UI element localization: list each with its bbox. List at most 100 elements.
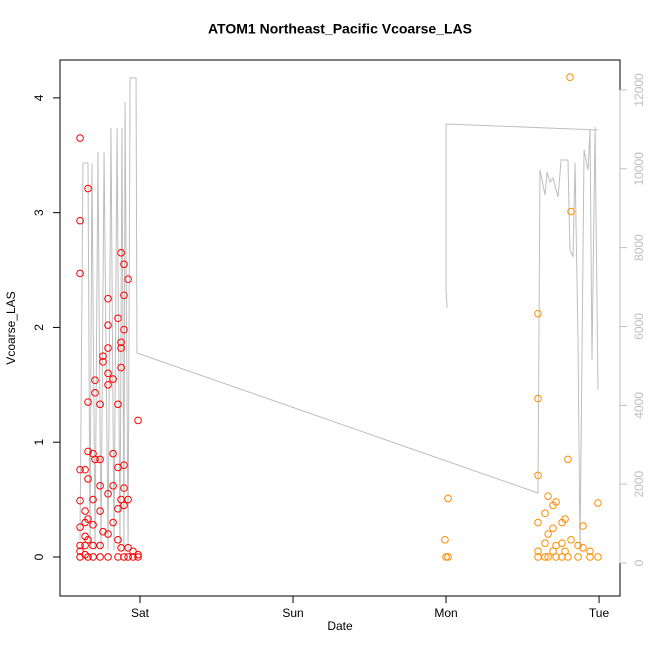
- point: [109, 482, 117, 490]
- point: [120, 484, 128, 492]
- x-tick-label: Sun: [282, 606, 303, 620]
- point: [134, 550, 142, 559]
- point: [76, 523, 84, 531]
- point: [579, 522, 587, 530]
- y-tick-label: 0: [32, 553, 46, 560]
- point: [104, 381, 112, 389]
- point: [552, 553, 560, 561]
- point: [124, 495, 132, 504]
- point: [129, 553, 137, 561]
- point: [84, 553, 92, 561]
- point: [441, 535, 449, 544]
- point: [104, 553, 112, 561]
- point: [561, 515, 569, 523]
- point: [84, 535, 92, 544]
- point: [534, 394, 542, 403]
- point: [534, 518, 542, 527]
- point: [567, 535, 575, 544]
- y-tick-label: 3: [32, 209, 46, 216]
- point: [76, 216, 84, 225]
- point: [114, 535, 122, 544]
- point: [104, 490, 112, 498]
- point: [114, 553, 122, 561]
- point: [96, 553, 104, 561]
- point: [89, 521, 97, 529]
- point: [89, 495, 97, 504]
- plot-frame: [59, 59, 621, 597]
- point: [566, 73, 574, 82]
- point: [104, 294, 112, 303]
- point: [89, 553, 97, 561]
- point: [114, 400, 122, 409]
- y-tick-label: 1: [32, 439, 46, 446]
- point: [120, 553, 128, 561]
- x-tick-label: Tue: [589, 606, 610, 620]
- point: [120, 501, 128, 510]
- point: [96, 541, 104, 550]
- point: [96, 507, 104, 515]
- point: [134, 416, 142, 425]
- point: [104, 369, 112, 378]
- point: [104, 530, 112, 538]
- point: [120, 325, 128, 334]
- y2-tick-label: 6000: [632, 313, 646, 340]
- point: [76, 269, 84, 278]
- point: [109, 518, 117, 527]
- point: [76, 134, 84, 142]
- point: [76, 553, 84, 561]
- point: [76, 547, 84, 556]
- point: [114, 504, 122, 513]
- point: [564, 455, 572, 464]
- point: [134, 553, 142, 561]
- point: [99, 358, 107, 366]
- y-tick-label: 2: [32, 324, 46, 331]
- point: [84, 184, 92, 193]
- point: [558, 539, 566, 548]
- point: [552, 498, 560, 506]
- point: [76, 541, 84, 550]
- point: [564, 553, 572, 561]
- point: [544, 553, 552, 561]
- point: [96, 400, 104, 409]
- point: [549, 524, 557, 533]
- point: [104, 344, 112, 352]
- point: [91, 389, 99, 397]
- point: [99, 352, 107, 360]
- point: [120, 461, 128, 469]
- point: [99, 527, 107, 536]
- point: [541, 539, 549, 548]
- point: [574, 553, 582, 561]
- point: [124, 553, 132, 561]
- point: [574, 541, 582, 550]
- point: [81, 507, 89, 515]
- point: [594, 553, 602, 561]
- y-axis-label: Vcoarse_LAS: [4, 291, 18, 364]
- x-tick-label: Sat: [131, 606, 150, 620]
- point: [117, 543, 125, 552]
- point: [84, 475, 92, 483]
- point: [96, 482, 104, 490]
- y2-tick-label: 12000: [632, 73, 646, 107]
- point: [117, 363, 125, 372]
- point: [109, 375, 117, 383]
- point: [124, 275, 132, 284]
- point: [114, 314, 122, 323]
- point: [586, 547, 594, 556]
- point: [76, 496, 84, 505]
- point: [104, 321, 112, 329]
- point: [558, 553, 566, 561]
- y-tick-label: 4: [32, 94, 46, 101]
- y2-tick-label: 2000: [632, 470, 646, 497]
- point: [544, 492, 552, 500]
- y2-tick-label: 10000: [632, 152, 646, 186]
- point: [586, 553, 594, 561]
- point: [534, 309, 542, 318]
- point: [120, 291, 128, 300]
- point: [541, 509, 549, 518]
- point: [534, 471, 542, 480]
- point: [76, 465, 84, 474]
- point: [544, 530, 552, 538]
- point: [109, 449, 117, 458]
